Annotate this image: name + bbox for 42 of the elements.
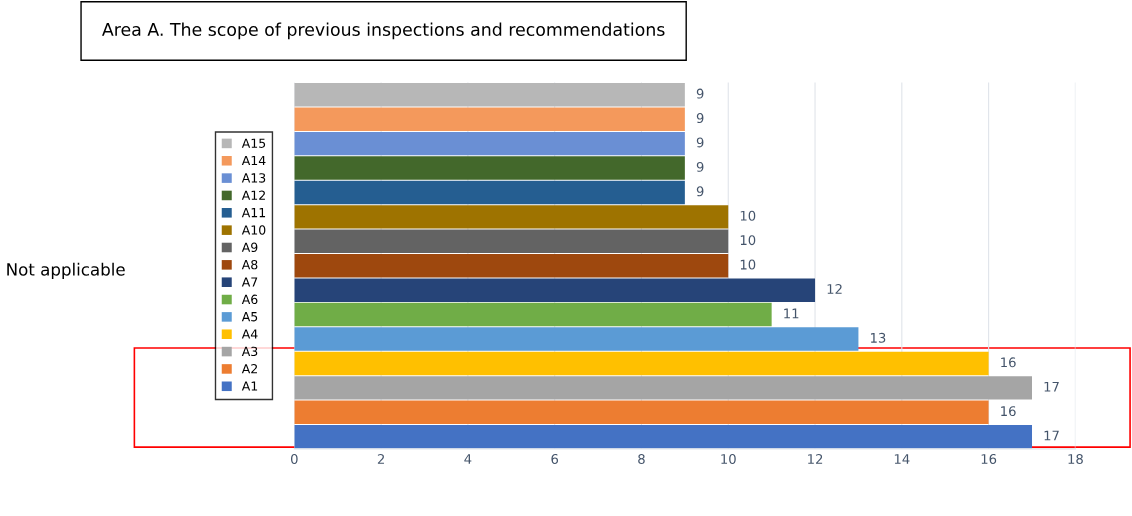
data-label: 10 bbox=[740, 235, 756, 246]
legend-label: A2 bbox=[241, 364, 257, 374]
x-tick-label: 10 bbox=[721, 454, 736, 464]
x-tick-label: 12 bbox=[808, 454, 823, 464]
legend-label: A6 bbox=[241, 294, 258, 305]
data-label: 16 bbox=[1001, 357, 1016, 368]
data-label: 9 bbox=[696, 186, 704, 197]
legend-label: A12 bbox=[241, 190, 265, 200]
legend-label: A1 bbox=[241, 381, 258, 391]
x-tick-label: 4 bbox=[464, 454, 472, 464]
legend-label: A7 bbox=[241, 277, 258, 287]
data-label: 9 bbox=[696, 113, 704, 124]
x-tick-label: 0 bbox=[290, 454, 298, 464]
data-label: 11 bbox=[784, 308, 799, 319]
data-label: 9 bbox=[696, 137, 704, 148]
legend-label: A4 bbox=[241, 329, 258, 339]
x-tick-label: 6 bbox=[551, 454, 559, 464]
chart-title: Area A. The scope of previous inspections and recommendations bbox=[102, 22, 665, 40]
legend-label: A8 bbox=[241, 259, 258, 270]
legend-label: A9 bbox=[241, 242, 258, 253]
legend-label: A11 bbox=[241, 208, 266, 218]
data-label: 16 bbox=[1001, 406, 1016, 417]
text: Not applicable bbox=[7, 262, 125, 279]
legend-label: A14 bbox=[241, 155, 266, 166]
data-label: 9 bbox=[696, 88, 704, 99]
legend-label: A15 bbox=[241, 138, 266, 148]
data-label: 9 bbox=[696, 161, 704, 172]
data-label: 10 bbox=[740, 259, 756, 270]
x-tick-label: 8 bbox=[638, 454, 645, 464]
legend-label: A3 bbox=[241, 346, 258, 357]
data-label: 17 bbox=[1044, 381, 1059, 392]
legend-label: A13 bbox=[241, 173, 266, 183]
x-tick-label: 14 bbox=[894, 454, 910, 464]
data-label: 13 bbox=[870, 332, 886, 343]
data-label: 17 bbox=[1044, 430, 1059, 441]
legend-label: A5 bbox=[241, 312, 258, 322]
data-label: 12 bbox=[827, 284, 842, 294]
x-tick-label: 18 bbox=[1068, 454, 1083, 464]
legend-label: A10 bbox=[241, 225, 266, 235]
x-tick-label: 16 bbox=[981, 454, 997, 464]
x-tick-label: 2 bbox=[377, 454, 384, 464]
data-label: 10 bbox=[740, 210, 756, 221]
